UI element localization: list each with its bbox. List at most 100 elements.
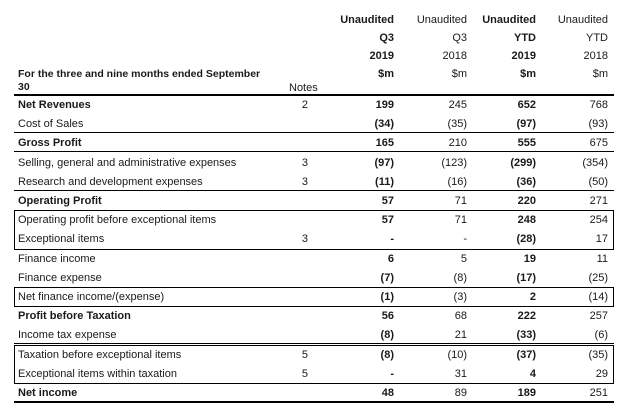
- column-header-unit: $m: [378, 68, 394, 80]
- column-header-year: 2019: [511, 50, 536, 62]
- row-label: Operating profit before exceptional item…: [18, 214, 217, 227]
- row-label: Profit before Taxation: [18, 310, 131, 323]
- row-value: (37): [516, 348, 536, 361]
- row-value: 248: [517, 214, 536, 227]
- row-value: (1): [380, 291, 394, 303]
- row-value: (8): [453, 271, 467, 284]
- row-value: (7): [380, 271, 394, 284]
- row-value: (8): [380, 348, 394, 361]
- row-label: Exceptional items within taxation: [18, 367, 177, 380]
- row-value: (33): [516, 329, 536, 342]
- row-label: Exceptional items: [18, 233, 105, 246]
- row-label: Cost of Sales: [18, 118, 84, 131]
- row-value: (35): [588, 348, 608, 361]
- row-value: (3): [453, 291, 467, 303]
- rule-bottom: [14, 401, 614, 403]
- row-value: (8): [380, 329, 394, 342]
- column-header-status: Unaudited: [340, 14, 394, 26]
- column-header-unit: $m: [451, 68, 467, 80]
- period-label-line2: 30: [18, 81, 30, 93]
- row-value: -: [463, 233, 467, 246]
- row-label: Taxation before exceptional items: [18, 348, 182, 361]
- row-value: (34): [374, 118, 394, 131]
- header-rule: [14, 94, 614, 96]
- box-net-finance: [14, 287, 614, 308]
- column-header-period: YTD: [586, 32, 608, 44]
- column-header-unit: $m: [520, 68, 536, 80]
- column-header-year: 2018: [442, 50, 467, 62]
- row-value: 31: [454, 367, 467, 380]
- row-note: 3: [301, 233, 308, 246]
- row-label: Net Revenues: [18, 99, 91, 111]
- row-value: 2: [529, 291, 536, 303]
- row-note: 3: [301, 175, 308, 188]
- row-value: 199: [375, 99, 394, 111]
- row-label: Gross Profit: [18, 137, 82, 150]
- row-value: 89: [454, 387, 467, 399]
- row-value: (123): [441, 156, 467, 169]
- rule-after-gross-profit: [14, 151, 614, 153]
- row-value: 189: [517, 387, 536, 399]
- column-header-year: 2018: [583, 50, 608, 62]
- column-header-status: Unaudited: [416, 14, 467, 26]
- column-header-period: Q3: [452, 32, 467, 44]
- row-value: 251: [589, 387, 608, 399]
- row-value: (354): [582, 156, 608, 169]
- row-note: 3: [301, 156, 308, 169]
- rule-after-rnd: [14, 189, 614, 191]
- row-value: (16): [447, 175, 467, 188]
- row-value: -: [390, 367, 394, 380]
- row-value: (299): [510, 156, 536, 169]
- row-value: 68: [454, 310, 467, 323]
- row-value: 4: [529, 367, 536, 380]
- row-value: 71: [454, 195, 467, 207]
- row-value: (14): [588, 291, 608, 303]
- row-value: 19: [523, 252, 536, 265]
- row-value: 165: [375, 137, 394, 150]
- row-value: 555: [517, 137, 536, 150]
- period-label-line1: For the three and nine months ended Sept…: [18, 68, 261, 80]
- row-value: 768: [589, 99, 608, 111]
- row-note: 5: [301, 348, 308, 361]
- row-value: 675: [589, 137, 608, 150]
- row-label: Income tax expense: [18, 329, 117, 342]
- row-value: 271: [589, 195, 608, 207]
- row-value: 17: [595, 233, 608, 246]
- row-label: Operating Profit: [18, 195, 102, 207]
- row-value: (28): [516, 233, 536, 246]
- row-label: Research and development expenses: [18, 175, 203, 188]
- column-header-period: Q3: [379, 32, 394, 44]
- row-value: 71: [454, 214, 467, 227]
- row-value: 254: [589, 214, 608, 227]
- row-value: (97): [374, 156, 394, 169]
- row-note: 2: [301, 99, 308, 111]
- row-value: 210: [448, 137, 467, 150]
- row-value: 11: [596, 252, 608, 265]
- row-value: (11): [375, 175, 394, 188]
- row-value: 222: [517, 310, 536, 323]
- row-value: (17): [516, 271, 536, 284]
- row-note: 5: [301, 367, 308, 380]
- row-value: 220: [517, 195, 536, 207]
- row-value: (97): [516, 118, 536, 131]
- row-value: 48: [381, 387, 394, 399]
- rule-after-cost-of-sales: [14, 132, 614, 134]
- row-value: (10): [447, 348, 467, 361]
- column-header-period: YTD: [514, 32, 536, 44]
- row-value: 29: [595, 367, 608, 380]
- row-value: 5: [460, 252, 467, 265]
- row-value: 245: [448, 99, 467, 111]
- column-header-unit: $m: [592, 68, 608, 80]
- notes-header: Notes: [289, 82, 318, 94]
- row-value: (6): [594, 329, 608, 342]
- row-value: -: [390, 233, 394, 246]
- row-value: 57: [381, 214, 394, 227]
- column-header-status: Unaudited: [557, 14, 608, 26]
- row-label: Finance expense: [18, 271, 102, 284]
- row-value: (93): [588, 118, 608, 131]
- row-value: 56: [381, 310, 394, 323]
- row-value: 21: [454, 329, 467, 342]
- row-value: (35): [447, 118, 467, 131]
- box-taxation-detail: [14, 344, 614, 384]
- box-operating-profit-detail: [14, 210, 614, 250]
